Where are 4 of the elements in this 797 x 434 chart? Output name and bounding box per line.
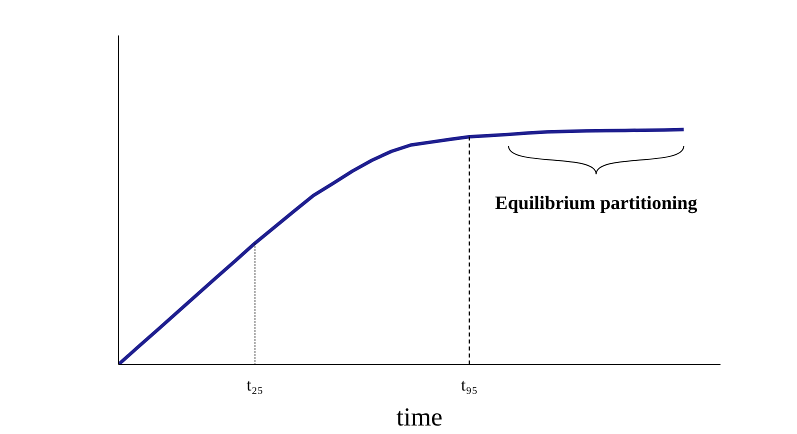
annotation: Equilibrium partitioning <box>495 192 698 214</box>
x-tick-label: t₂₅ <box>246 376 264 394</box>
x-axis-title: time <box>396 402 443 432</box>
x-tick-label: t₉₅ <box>461 376 478 394</box>
